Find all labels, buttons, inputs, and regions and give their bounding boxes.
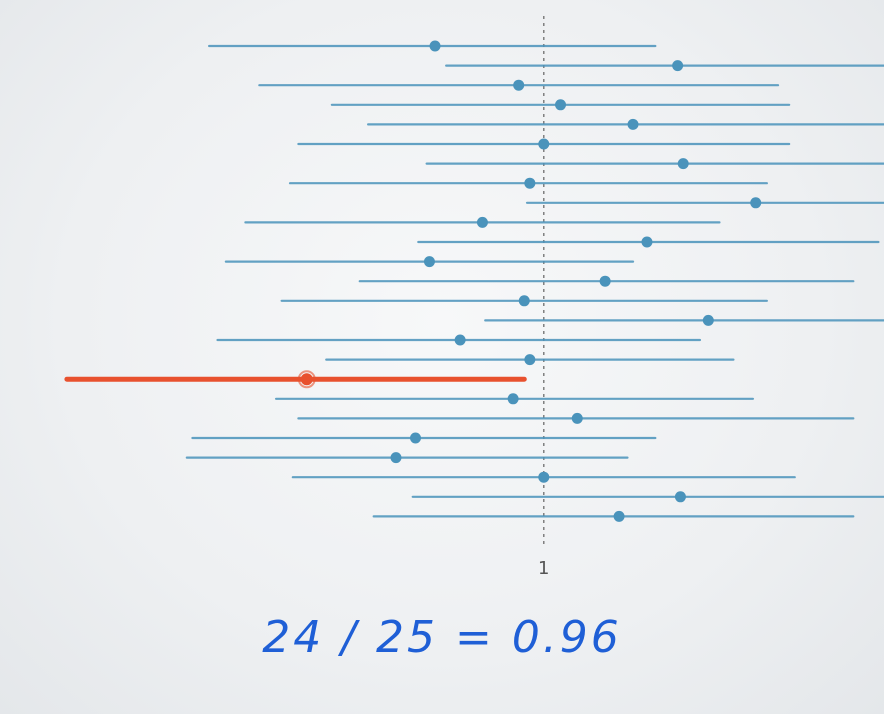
point-estimate	[672, 60, 684, 72]
point-estimate	[513, 79, 525, 91]
forest-plot-svg: 1	[64, 16, 884, 579]
point-estimate	[538, 138, 550, 150]
point-estimate	[674, 491, 686, 503]
point-estimate	[518, 295, 530, 307]
point-estimate	[476, 216, 488, 228]
point-estimate	[454, 334, 466, 346]
coverage-ratio-annotation: 24 / 25 = 0.96	[262, 612, 622, 663]
point-estimate	[702, 314, 714, 326]
point-estimate	[524, 354, 536, 366]
point-estimate	[423, 256, 435, 268]
point-estimate	[390, 452, 402, 464]
point-estimate	[613, 510, 625, 522]
point-estimate	[750, 197, 762, 209]
point-estimate	[627, 118, 639, 130]
point-estimate-ring	[297, 370, 316, 389]
point-estimate	[524, 177, 536, 189]
point-estimate	[555, 99, 567, 111]
point-estimate	[410, 432, 422, 444]
point-estimate	[677, 158, 689, 170]
point-estimate	[429, 40, 441, 52]
reference-tick-label: 1	[538, 558, 549, 579]
point-estimate	[507, 393, 519, 405]
point-estimate	[599, 275, 611, 287]
point-estimate-missing	[300, 373, 313, 386]
point-estimate	[641, 236, 653, 248]
point-estimate	[538, 471, 550, 483]
point-estimate	[571, 412, 583, 424]
